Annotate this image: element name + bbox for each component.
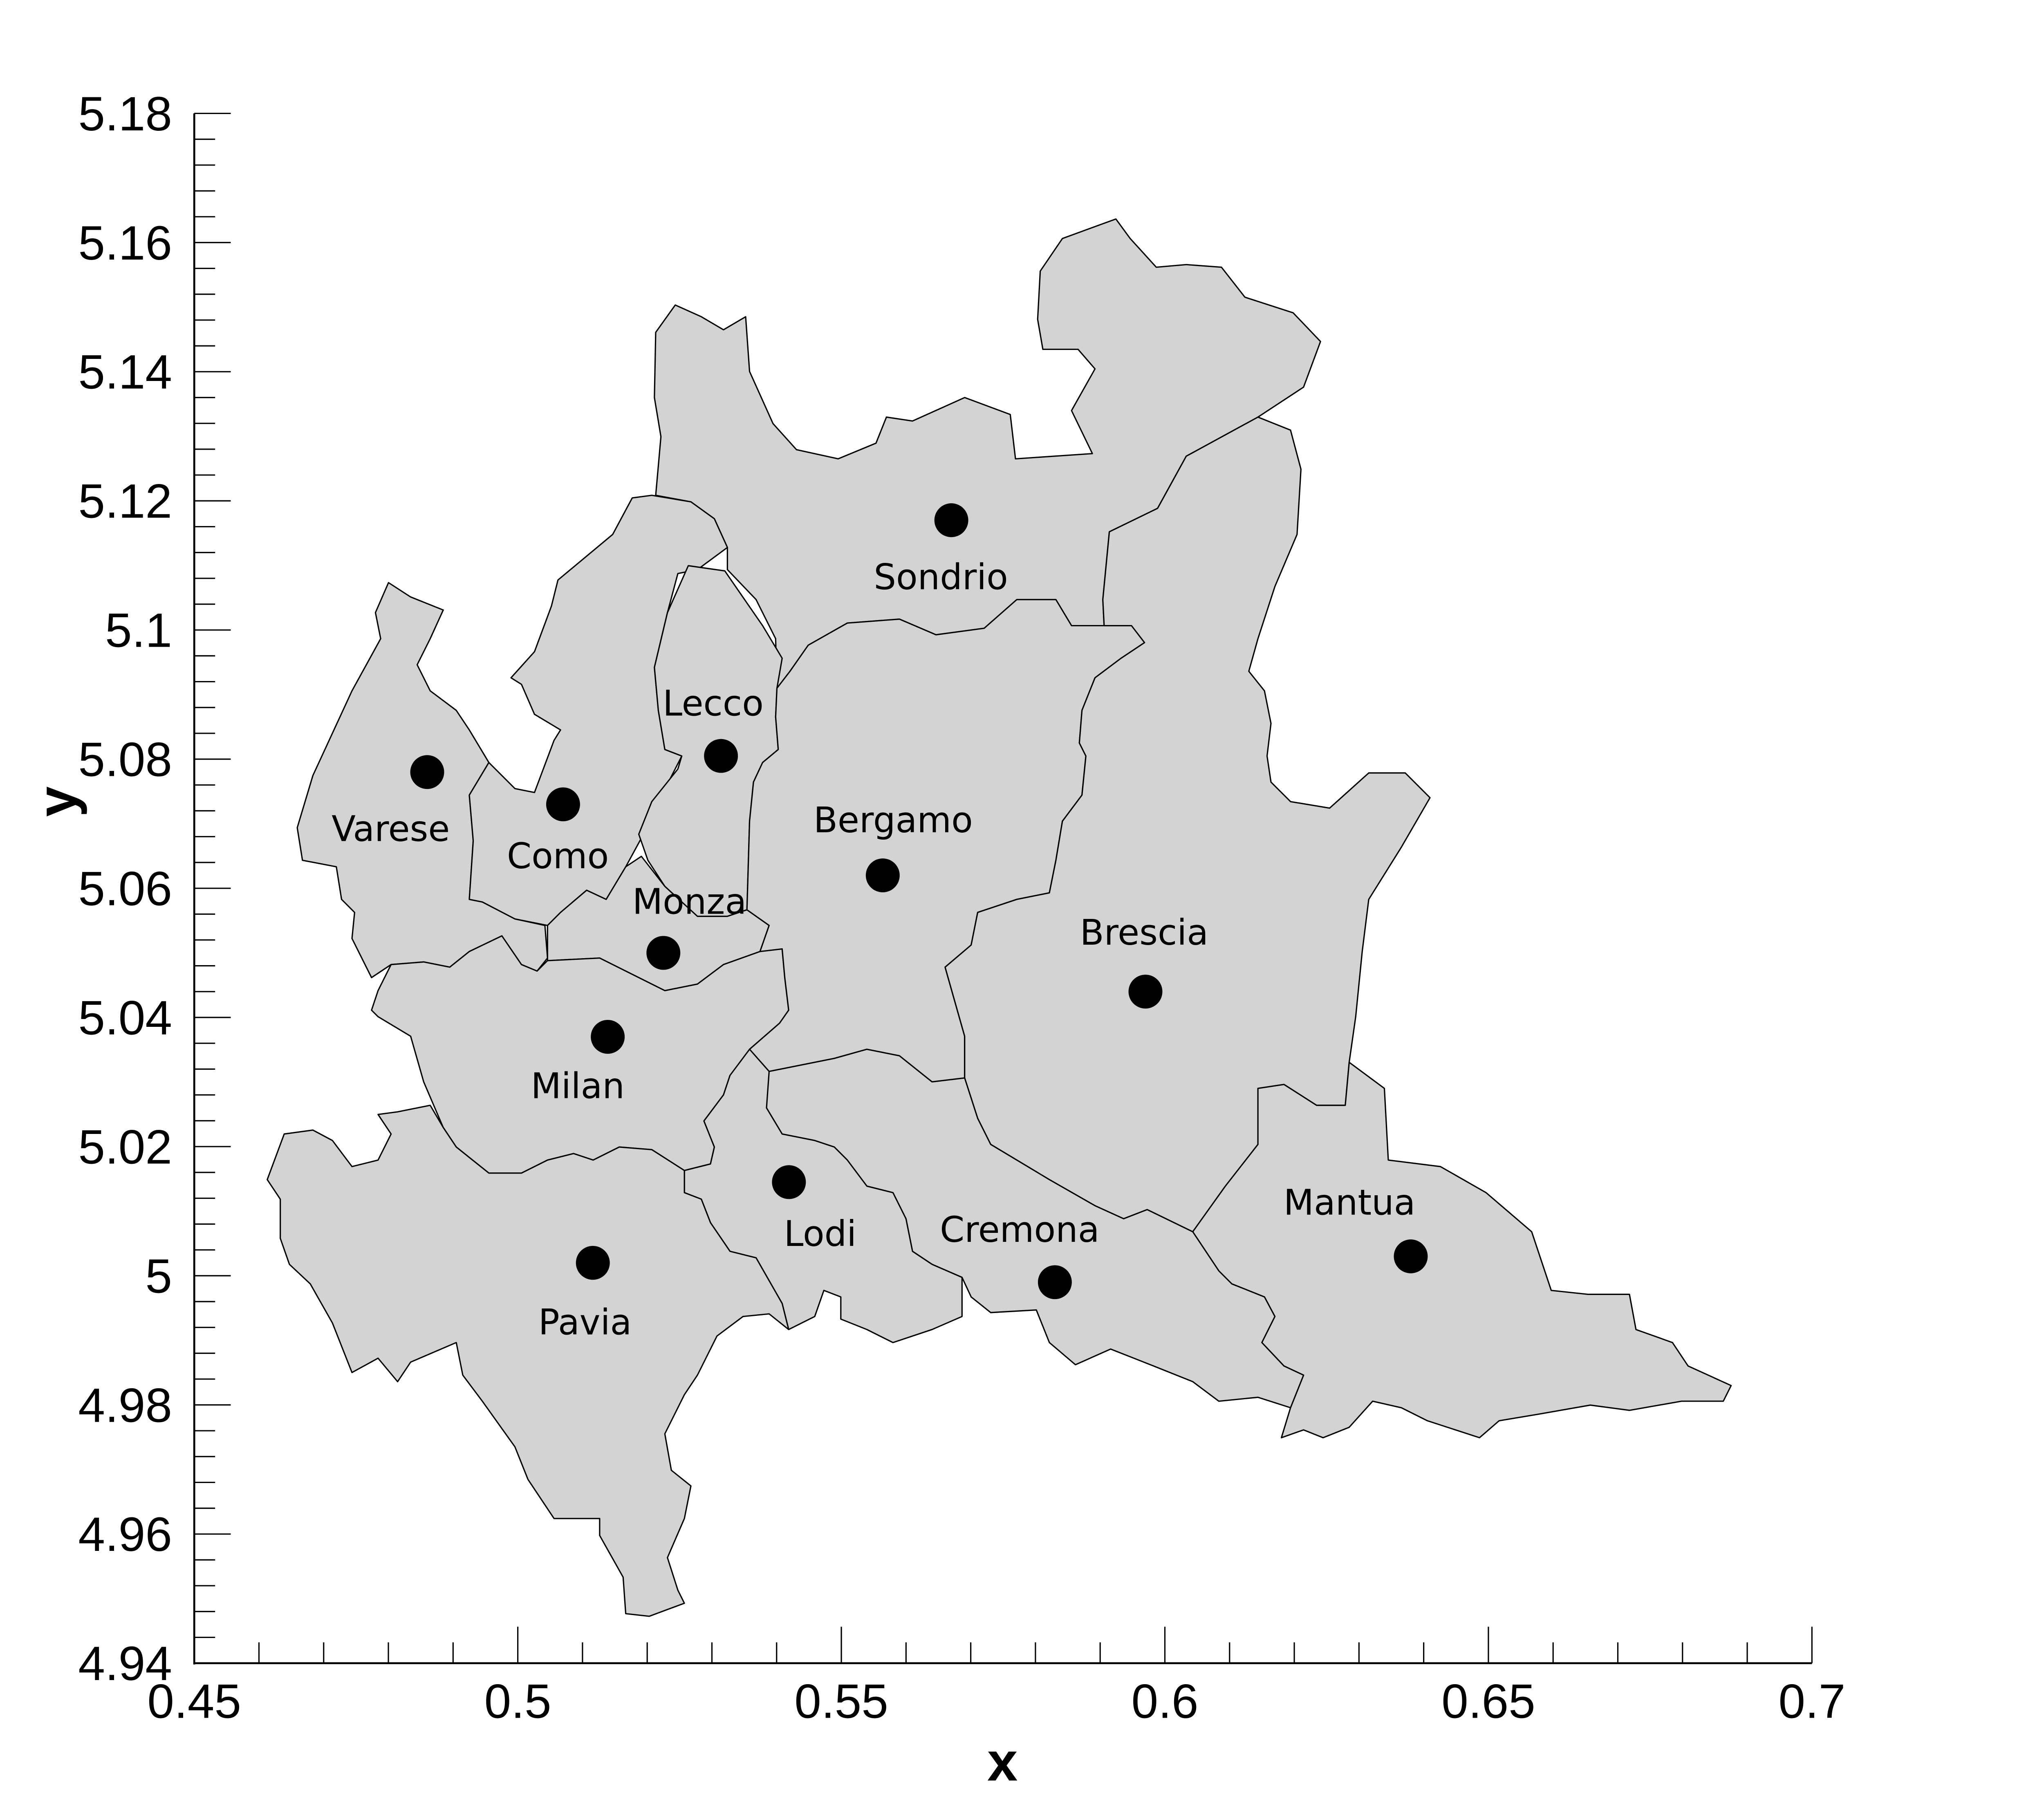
point [646, 936, 681, 970]
y-axis-label: y [27, 786, 87, 817]
point [576, 1246, 610, 1280]
point [1394, 1239, 1428, 1273]
point-label: Varese [332, 809, 450, 850]
point-label: Pavia [538, 1302, 632, 1343]
x-tick-label: 0.45 [147, 1675, 241, 1729]
y-tick-label: 5.04 [78, 991, 172, 1045]
x-tick-label: 0.6 [1131, 1675, 1198, 1729]
point-label: Lodi [784, 1214, 857, 1255]
point [1038, 1265, 1072, 1299]
point [546, 787, 580, 822]
x-tick-label: 0.5 [484, 1675, 551, 1729]
y-tick-label: 5.1 [105, 604, 172, 658]
point-label: Como [507, 836, 609, 877]
x-tick-label: 0.55 [794, 1675, 888, 1729]
y-tick-label: 5.18 [78, 87, 172, 141]
point-label: Brescia [1080, 912, 1208, 953]
point [591, 1019, 625, 1054]
point-label: Milan [531, 1066, 625, 1107]
x-tick-label: 0.65 [1441, 1675, 1535, 1729]
x-axis-label: x [987, 1732, 1018, 1792]
province-pavia [267, 1105, 789, 1617]
y-tick-label: 5.08 [78, 733, 172, 787]
point-label: Lecco [663, 683, 764, 724]
province-lodi [684, 1049, 963, 1343]
y-tick-label: 5.16 [78, 216, 172, 270]
point [410, 755, 444, 789]
point-label: Cremona [940, 1210, 1099, 1250]
point-label: Bergamo [814, 800, 973, 841]
y-tick-label: 4.98 [78, 1378, 172, 1432]
x-tick-label: 0.7 [1778, 1675, 1845, 1729]
y-tick-label: 5.06 [78, 862, 172, 916]
y-tick-label: 5.02 [78, 1120, 172, 1174]
point [865, 858, 900, 892]
y-tick-label: 4.94 [78, 1637, 172, 1691]
point [704, 739, 738, 773]
y-tick-label: 5 [145, 1249, 172, 1303]
point [934, 503, 968, 538]
point [772, 1165, 806, 1199]
y-tick-label: 4.96 [78, 1508, 172, 1562]
point-label: Monza [632, 881, 746, 922]
y-tick-label: 5.12 [78, 475, 172, 529]
point-label: Sondrio [874, 557, 1008, 598]
y-tick-label: 5.14 [78, 345, 172, 399]
point-label: Mantua [1284, 1182, 1416, 1223]
point [1128, 975, 1163, 1009]
